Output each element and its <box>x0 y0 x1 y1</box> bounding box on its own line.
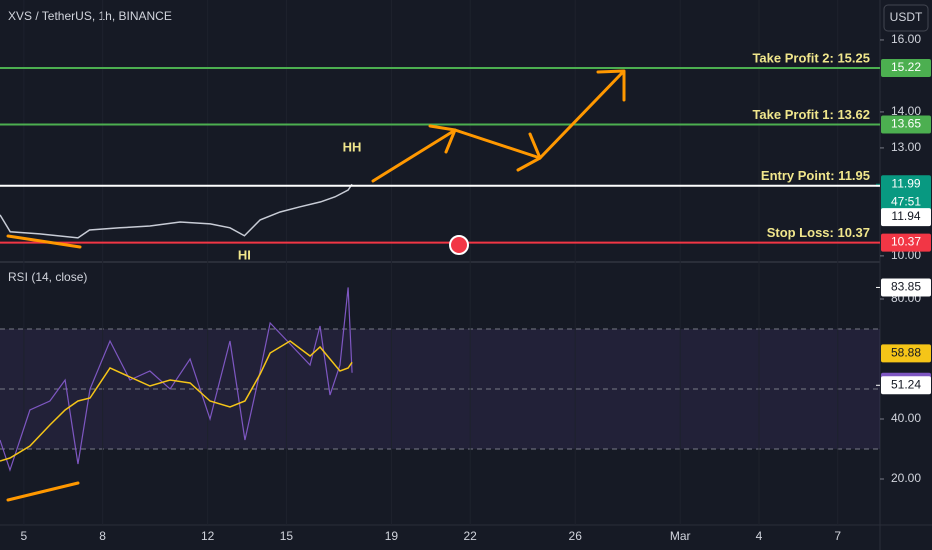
y-tick-label: 40.00 <box>891 411 921 425</box>
level-value-box <box>881 59 931 78</box>
currency-label: USDT <box>890 10 923 24</box>
x-tick-label: 8 <box>99 529 106 543</box>
marker-box <box>881 208 931 227</box>
drawings <box>6 69 626 502</box>
rsi-line <box>0 287 353 472</box>
x-tick-label: 5 <box>21 529 28 543</box>
rsi-marker-box <box>881 278 931 297</box>
x-tick-label: 15 <box>280 529 294 543</box>
rsi-line <box>0 340 353 462</box>
main-layer: Take Profit 2: 15.25 15.22 Take Profit 1: … <box>0 50 931 472</box>
level-label: Stop Loss: 10.37 <box>767 225 870 240</box>
arrow <box>371 130 454 183</box>
currency-button[interactable] <box>883 4 929 32</box>
y-tick-label: 13.00 <box>891 140 921 154</box>
rsi-marker-box <box>881 376 931 395</box>
divergence-line <box>6 234 82 249</box>
x-tick-label: 26 <box>569 529 583 543</box>
rsi-last-label: 58.88 <box>891 346 921 360</box>
x-tick-label: 22 <box>464 529 478 543</box>
x-tick-label: 4 <box>756 529 763 543</box>
x-tick-label: 7 <box>834 529 841 543</box>
rsi-marker-label: 83.85 <box>891 280 921 294</box>
marker-label: 11.94 <box>891 209 920 223</box>
current-price-label: 11.99 <box>891 176 920 190</box>
current-price-label: 47:51 <box>891 194 921 208</box>
level-value-box <box>881 115 931 134</box>
y-tick-label: 16.00 <box>891 32 921 46</box>
annotation: HH <box>343 139 362 154</box>
x-tick-label: Mar <box>670 529 691 543</box>
annotation: HI <box>238 247 251 262</box>
level-value-label: 15.22 <box>891 60 921 74</box>
stop-icon[interactable] <box>449 235 469 255</box>
level-value-label: 13.65 <box>891 117 921 131</box>
arrow-head <box>596 69 626 102</box>
chart-title: XVS / TetherUS, 1h, BINANCE <box>8 9 172 23</box>
level-value-label: 10.37 <box>891 235 921 249</box>
level-label: Entry Point: 11.95 <box>761 168 870 183</box>
x-tick-label: 19 <box>385 529 399 543</box>
y-tick-label: 14.00 <box>891 104 921 118</box>
price-line <box>0 183 353 239</box>
current-price-box <box>881 175 931 212</box>
level-value-box <box>881 233 931 252</box>
rsi-last-box <box>881 344 931 363</box>
level-label: Take Profit 1: 13.62 <box>752 107 870 122</box>
y-tick-label: 20.00 <box>891 471 921 485</box>
rsi-marker-label: 51.24 <box>891 377 921 391</box>
x-tick-label: 12 <box>201 529 215 543</box>
level-label: Take Profit 2: 15.25 <box>752 50 870 65</box>
arrow <box>453 128 542 160</box>
divergence-line <box>6 481 80 502</box>
arrow <box>538 71 624 160</box>
rsi-title: RSI (14, close) <box>8 270 87 284</box>
